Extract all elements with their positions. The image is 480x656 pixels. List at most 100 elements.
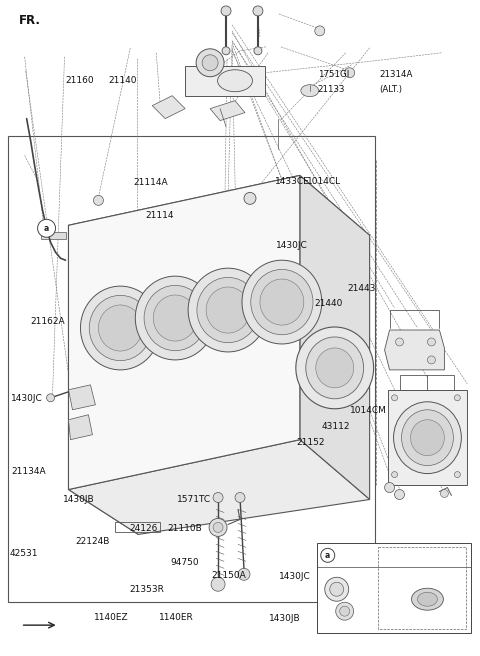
Circle shape: [253, 6, 263, 16]
Bar: [115, 522, 160, 533]
Text: FR.: FR.: [19, 14, 41, 27]
Text: 21110B: 21110B: [167, 523, 202, 533]
Circle shape: [384, 483, 395, 493]
Polygon shape: [152, 96, 185, 119]
Text: 21114A: 21114A: [134, 178, 168, 188]
Text: 21162A: 21162A: [30, 317, 65, 326]
Circle shape: [244, 192, 256, 205]
Circle shape: [392, 395, 397, 401]
Text: 21314A: 21314A: [380, 70, 413, 79]
Circle shape: [213, 522, 223, 533]
Circle shape: [254, 47, 262, 55]
Text: 24126: 24126: [129, 523, 157, 533]
Circle shape: [94, 195, 103, 205]
Ellipse shape: [98, 305, 142, 351]
Circle shape: [321, 548, 335, 562]
Circle shape: [235, 493, 245, 502]
Text: 1433CE: 1433CE: [275, 177, 309, 186]
Ellipse shape: [316, 348, 354, 388]
Text: 21140: 21140: [108, 76, 137, 85]
Bar: [317, 543, 471, 633]
Polygon shape: [69, 385, 96, 410]
Circle shape: [455, 395, 460, 401]
Text: 1430JC: 1430JC: [11, 394, 43, 403]
Text: a: a: [44, 224, 49, 233]
Circle shape: [196, 49, 224, 77]
Circle shape: [428, 356, 435, 364]
Polygon shape: [69, 175, 300, 489]
Circle shape: [396, 338, 404, 346]
Text: 1571TC: 1571TC: [177, 495, 211, 504]
Polygon shape: [69, 415, 93, 440]
Bar: [378, 547, 467, 629]
Circle shape: [325, 577, 348, 601]
Text: 1430JC: 1430JC: [279, 572, 311, 581]
Ellipse shape: [153, 295, 197, 341]
Text: 21160: 21160: [65, 76, 94, 85]
Text: 21134A: 21134A: [11, 468, 46, 476]
Text: 42531: 42531: [9, 549, 38, 558]
Text: 1430JB: 1430JB: [269, 614, 300, 623]
Circle shape: [336, 602, 354, 620]
Polygon shape: [384, 330, 444, 370]
Bar: [387, 390, 468, 485]
Ellipse shape: [296, 327, 373, 409]
Circle shape: [211, 577, 225, 591]
Text: 21152: 21152: [297, 438, 325, 447]
Polygon shape: [69, 225, 138, 535]
Circle shape: [340, 606, 350, 616]
Text: 94750: 94750: [170, 558, 199, 567]
Circle shape: [395, 489, 405, 499]
Circle shape: [47, 394, 55, 401]
Ellipse shape: [135, 276, 215, 360]
Circle shape: [202, 55, 218, 71]
Circle shape: [345, 68, 355, 77]
Circle shape: [441, 489, 448, 497]
Bar: [41, 232, 65, 239]
Text: 1140ER: 1140ER: [158, 613, 193, 622]
Text: 1751GI: 1751GI: [319, 70, 350, 79]
Ellipse shape: [197, 277, 259, 342]
Circle shape: [213, 493, 223, 502]
Circle shape: [428, 338, 435, 346]
Text: 1014CM: 1014CM: [350, 406, 387, 415]
Ellipse shape: [206, 287, 250, 333]
Text: a: a: [325, 551, 330, 560]
Ellipse shape: [188, 268, 268, 352]
Polygon shape: [69, 175, 370, 285]
Text: 1014CL: 1014CL: [307, 177, 341, 186]
Text: 21114: 21114: [145, 211, 174, 220]
Circle shape: [315, 26, 325, 36]
Ellipse shape: [260, 279, 304, 325]
Ellipse shape: [410, 420, 444, 456]
Ellipse shape: [144, 285, 206, 351]
Ellipse shape: [418, 592, 437, 606]
Text: 21353R: 21353R: [129, 585, 164, 594]
Ellipse shape: [394, 401, 461, 474]
Ellipse shape: [402, 410, 454, 466]
Ellipse shape: [242, 260, 322, 344]
Circle shape: [392, 472, 397, 478]
Text: 21133: 21133: [318, 85, 345, 94]
Text: 1430JB: 1430JB: [63, 495, 95, 504]
Text: 21443: 21443: [347, 284, 375, 293]
Bar: [399, 375, 455, 390]
Ellipse shape: [81, 286, 160, 370]
Circle shape: [330, 583, 344, 596]
Text: (ALT.): (ALT.): [379, 85, 402, 94]
Circle shape: [222, 47, 230, 55]
Text: 1430JC: 1430JC: [276, 241, 308, 250]
Text: 1140EZ: 1140EZ: [94, 613, 129, 622]
Text: 21440: 21440: [314, 298, 343, 308]
Ellipse shape: [301, 85, 319, 96]
Polygon shape: [185, 66, 265, 96]
Polygon shape: [300, 175, 370, 499]
Ellipse shape: [251, 270, 313, 335]
Polygon shape: [210, 100, 245, 121]
Text: 21150A: 21150A: [211, 571, 246, 580]
Ellipse shape: [217, 70, 252, 92]
Circle shape: [221, 6, 231, 16]
Ellipse shape: [306, 337, 364, 399]
Circle shape: [209, 518, 227, 537]
Circle shape: [238, 568, 250, 581]
